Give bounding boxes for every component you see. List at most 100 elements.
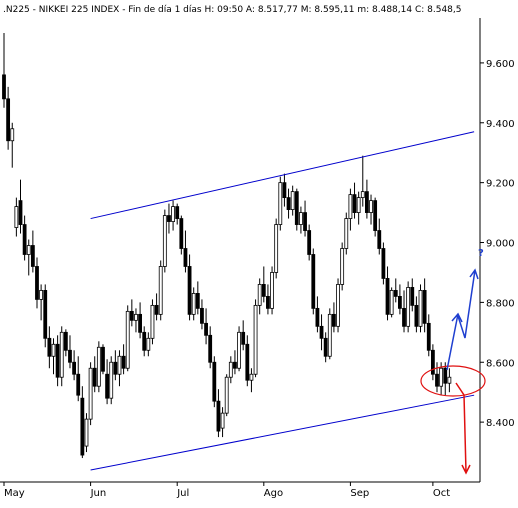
- y-tick-label-6: 9.600: [486, 59, 515, 70]
- y-tick-label-5: 9.400: [486, 119, 515, 130]
- candle-79: [327, 308, 332, 360]
- candle-86: [356, 191, 361, 225]
- candle-body-57: [237, 331, 241, 369]
- candle-body-28: [117, 355, 122, 375]
- candle-body-1: [6, 98, 11, 142]
- breakout-circle: [420, 365, 486, 397]
- candle-88: [365, 179, 369, 219]
- candle-32: [134, 308, 138, 333]
- candle-body-68: [282, 182, 287, 199]
- candle-body-47: [195, 293, 200, 309]
- candle-body-29: [121, 355, 126, 369]
- candle-93: [385, 266, 390, 321]
- candle-body-82: [340, 248, 345, 285]
- candle-48: [200, 299, 204, 330]
- candle-body-3: [14, 206, 19, 228]
- y-axis-ticks: 8.400 8.600 8.800 9.000 9.200 9.400 9.600: [480, 59, 515, 429]
- candle-body-76: [315, 307, 320, 327]
- candle-body-40: [167, 215, 171, 222]
- candle-body-14: [59, 331, 64, 378]
- candle-59: [245, 335, 250, 387]
- projection-down-arrow: [455, 382, 471, 475]
- candle-body-26: [109, 361, 114, 399]
- candle-body-83: [344, 218, 349, 249]
- candle-body-106: [439, 367, 444, 387]
- candle-47: [195, 281, 200, 315]
- candle-99: [410, 278, 415, 312]
- chart-header-text: .N225 - NIKKEI 225 INDEX - Fin de día 1 …: [3, 5, 461, 15]
- candle-body-81: [336, 284, 340, 327]
- x-axis-ticks: May Jun Jul Ago Sep Oct: [3, 482, 450, 499]
- candle-1: [6, 86, 11, 150]
- candle-body-31: [129, 310, 134, 321]
- candle-body-52: [216, 400, 221, 432]
- candle-body-103: [426, 322, 431, 351]
- projection-up-arrow-1: [446, 312, 463, 371]
- candle-35: [146, 332, 151, 357]
- candle-98: [406, 281, 411, 333]
- candle-69: [286, 188, 291, 219]
- candle-28: [117, 350, 122, 387]
- candle-60: [249, 368, 254, 393]
- candle-107: [443, 362, 448, 396]
- candle-103: [426, 314, 431, 357]
- candle-body-84: [348, 194, 353, 219]
- x-tick-label-4: Sep: [350, 488, 369, 499]
- candle-body-41: [171, 206, 175, 222]
- candle-81: [336, 278, 340, 333]
- candle-body-75: [311, 254, 316, 309]
- candle-body-91: [377, 230, 382, 249]
- candle-9: [39, 284, 44, 321]
- candle-body-0: [2, 74, 6, 100]
- candle-74: [307, 224, 312, 261]
- candles-group: [2, 32, 452, 459]
- candle-43: [179, 215, 184, 255]
- candle-body-21: [88, 367, 93, 420]
- projection-annotations: ?: [420, 248, 486, 475]
- candle-body-62: [257, 284, 262, 306]
- candle-body-16: [68, 349, 72, 363]
- candle-body-5: [22, 224, 27, 255]
- candle-body-35: [146, 337, 151, 351]
- candle-91: [377, 218, 382, 255]
- candle-108: [447, 368, 452, 393]
- candle-body-88: [365, 191, 369, 213]
- candle-61: [253, 299, 258, 378]
- candle-body-74: [307, 230, 312, 255]
- candle-34: [142, 326, 147, 357]
- candle-33: [138, 302, 142, 339]
- candle-76: [315, 296, 320, 333]
- candle-body-18: [76, 373, 81, 396]
- candle-body-100: [414, 304, 419, 327]
- candle-15: [63, 329, 68, 357]
- candle-body-97: [402, 307, 406, 327]
- channel-upper-line: [90, 131, 475, 220]
- candle-body-69: [286, 197, 291, 210]
- candle-105: [435, 362, 439, 393]
- candle-87: [360, 155, 365, 207]
- candle-body-70: [290, 191, 295, 210]
- candle-12: [51, 338, 56, 375]
- projection-question-mark: ?: [478, 248, 484, 259]
- candle-body-104: [430, 349, 435, 375]
- candle-55: [228, 356, 233, 384]
- candle-63: [261, 266, 266, 303]
- candle-body-4: [18, 200, 23, 225]
- candle-body-55: [228, 361, 233, 378]
- candle-body-58: [241, 331, 246, 345]
- candle-100: [414, 296, 419, 333]
- candle-body-87: [360, 191, 365, 199]
- candle-body-2: [10, 128, 15, 142]
- candle-53: [220, 407, 225, 438]
- candle-body-65: [270, 272, 274, 309]
- candle-40: [167, 203, 171, 234]
- candle-72: [299, 206, 303, 234]
- candle-body-44: [183, 248, 188, 267]
- candle-39: [162, 209, 167, 273]
- y-tick-label-0: 8.400: [486, 418, 515, 429]
- candle-body-80: [332, 313, 336, 327]
- candle-body-102: [422, 290, 427, 324]
- x-tick-label-2: Jul: [176, 488, 189, 499]
- candle-body-60: [249, 373, 254, 381]
- candle-body-12: [51, 343, 56, 357]
